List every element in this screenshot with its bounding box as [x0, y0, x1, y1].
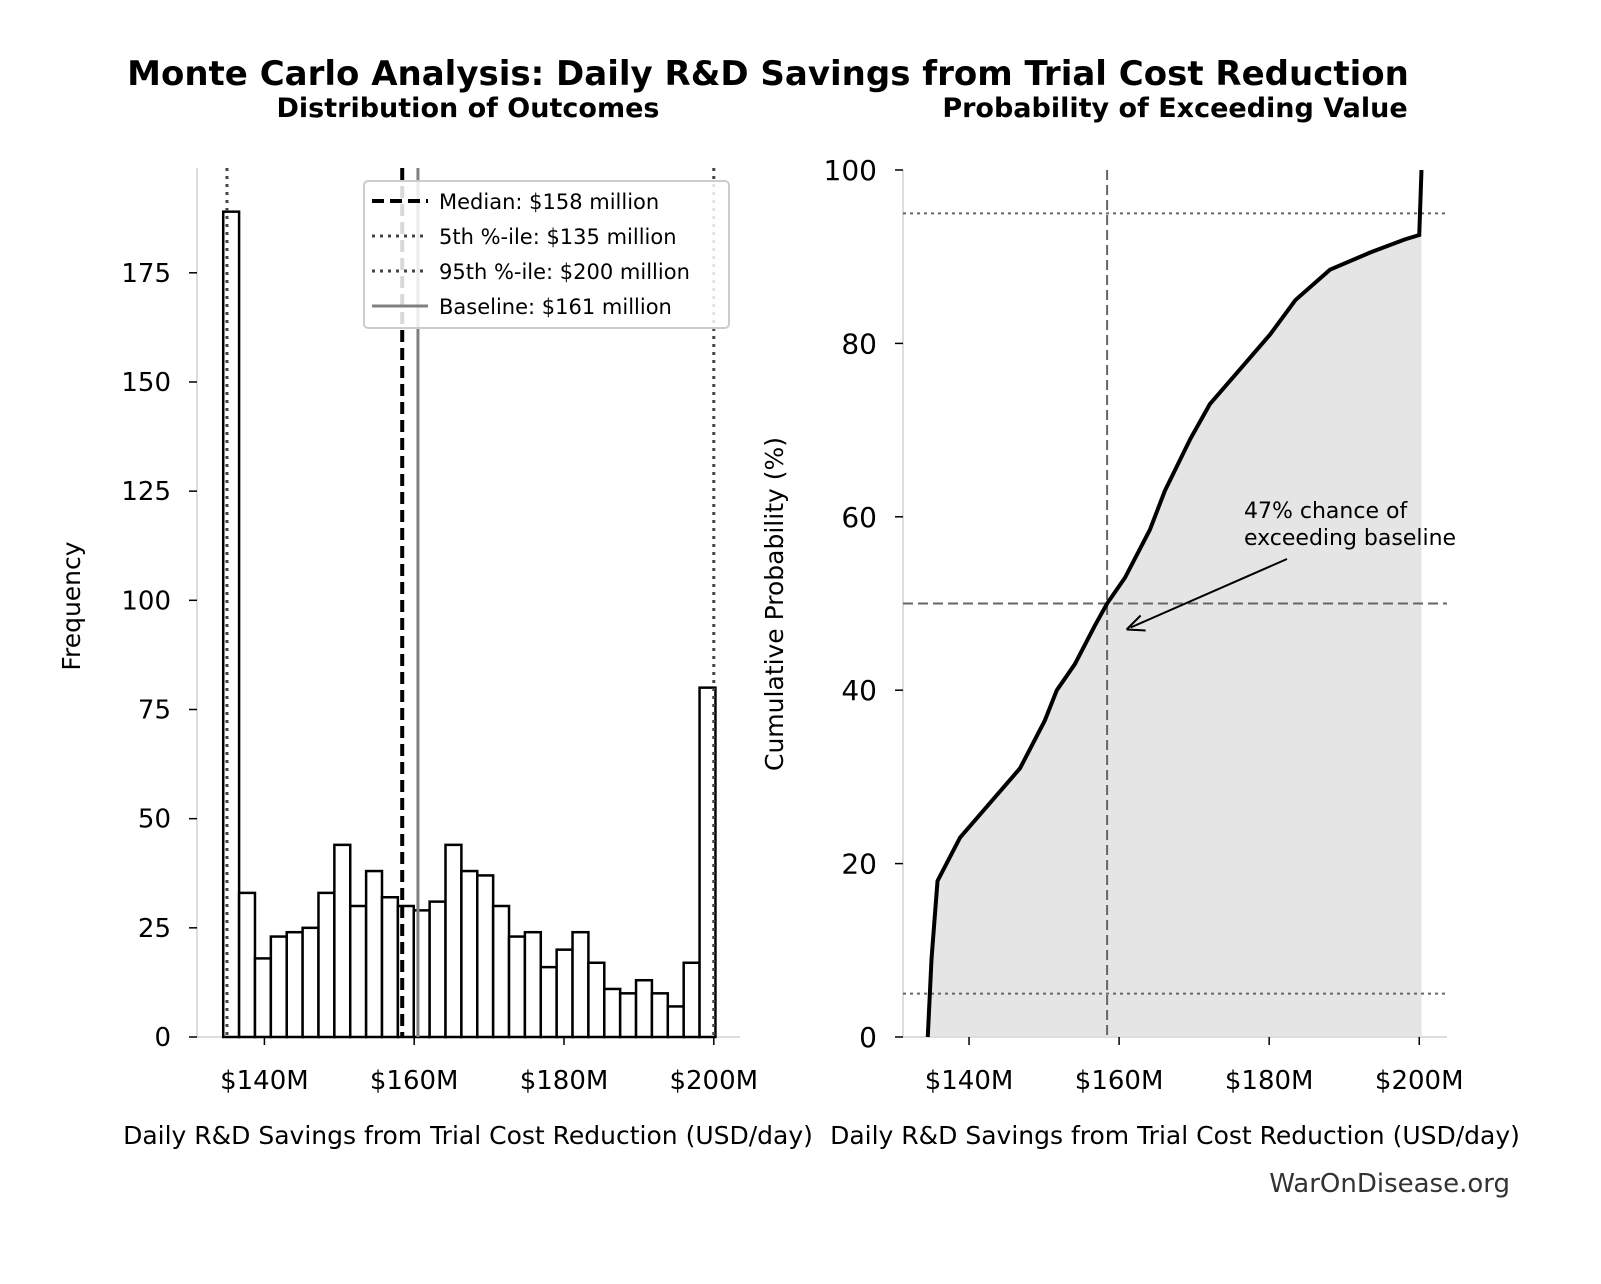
histogram-bar — [539, 965, 558, 1039]
y-tick-label: 0 — [154, 1023, 171, 1053]
y-tick-label: 150 — [121, 368, 171, 398]
x-tick-label: $160M — [1075, 1066, 1164, 1096]
histogram-bar — [444, 843, 463, 1039]
y-tick-label: 25 — [138, 914, 171, 944]
annotation-text: 47% chance of — [1244, 499, 1408, 524]
annotation-text: exceeding baseline — [1244, 526, 1456, 551]
left-ylabel: Frequency — [57, 541, 86, 670]
histogram-bar — [682, 961, 701, 1039]
legend-label: Median: $158 million — [439, 190, 659, 214]
legend-box — [363, 180, 730, 329]
histogram-bar — [301, 926, 320, 1039]
x-tick-label: $140M — [220, 1066, 309, 1096]
histogram-bar — [666, 1005, 685, 1039]
histogram-bar — [253, 957, 273, 1039]
y-tick-label: 20 — [841, 848, 877, 881]
histogram-bar — [476, 874, 495, 1039]
y-tick-label: 0 — [859, 1021, 877, 1054]
y-tick-label: 50 — [138, 805, 171, 835]
histogram-bar — [412, 909, 431, 1039]
right-xlabel: Daily R&D Savings from Trial Cost Reduct… — [830, 1121, 1520, 1150]
histogram-bar — [634, 978, 654, 1039]
cdf-line — [925, 169, 1424, 1038]
watermark: WarOnDisease.org — [1269, 1169, 1510, 1199]
histogram-bar — [650, 992, 670, 1039]
histogram-bar — [285, 930, 304, 1039]
y-tick-label: 125 — [121, 477, 171, 507]
y-tick-label: 40 — [841, 674, 877, 707]
histogram-bar — [348, 904, 368, 1039]
histogram-bar — [698, 686, 717, 1039]
histogram-bar — [364, 869, 384, 1039]
figure-title: Monte Carlo Analysis: Daily R&D Savings … — [127, 54, 1409, 94]
y-tick-label: 100 — [121, 586, 171, 616]
histogram-bar — [380, 896, 400, 1039]
x-tick-label: $200M — [669, 1066, 758, 1096]
legend-label: 5th %-ile: $135 million — [439, 225, 677, 249]
histogram-bar — [269, 935, 288, 1039]
legend-label: Baseline: $161 million — [439, 295, 672, 319]
histogram-bar — [460, 869, 479, 1039]
histogram-panel: 0 25 50 75 100 125 150 175 $140M $160M $180M $200M M… — [121, 168, 758, 1096]
right-title: Probability of Exceeding Value — [942, 93, 1407, 124]
histogram-bar — [523, 930, 543, 1039]
histogram-bar — [587, 961, 606, 1039]
legend-label: 95th %-ile: $200 million — [439, 260, 690, 284]
arrowhead-icon — [1125, 614, 1146, 632]
right-ylabel: Cumulative Probability (%) — [760, 437, 789, 771]
histogram-bar — [618, 992, 638, 1039]
histogram-bar — [237, 891, 257, 1039]
histogram-bar — [317, 891, 336, 1039]
histogram-bar — [333, 843, 352, 1039]
histogram-bar — [428, 900, 447, 1039]
x-tick-label: $180M — [1225, 1066, 1314, 1096]
left-title: Distribution of Outcomes — [277, 93, 660, 124]
cdf-panel: 0 20 40 60 80 100 $140M $160M $180M $200M 47% chan… — [824, 154, 1464, 1096]
y-tick-label: 75 — [138, 695, 171, 725]
legend: Median: $158 million 5th %-ile: $135 mill… — [363, 180, 730, 329]
y-tick-label: 100 — [824, 154, 877, 187]
y-tick-label: 60 — [841, 501, 877, 534]
y-tick-label: 80 — [841, 327, 877, 360]
annotation-arrow — [1130, 558, 1288, 629]
histogram-bar — [603, 987, 622, 1039]
x-tick-label: $140M — [925, 1066, 1014, 1096]
x-tick-label: $160M — [370, 1066, 459, 1096]
histogram-bar — [571, 930, 590, 1039]
left-xlabel: Daily R&D Savings from Trial Cost Reduct… — [123, 1121, 813, 1150]
x-tick-label: $200M — [1375, 1066, 1464, 1096]
x-tick-label: $180M — [520, 1066, 609, 1096]
histogram-bar — [507, 935, 527, 1039]
histogram-bar — [555, 948, 574, 1039]
y-tick-label: 175 — [121, 259, 171, 289]
histogram-bar — [491, 904, 511, 1039]
